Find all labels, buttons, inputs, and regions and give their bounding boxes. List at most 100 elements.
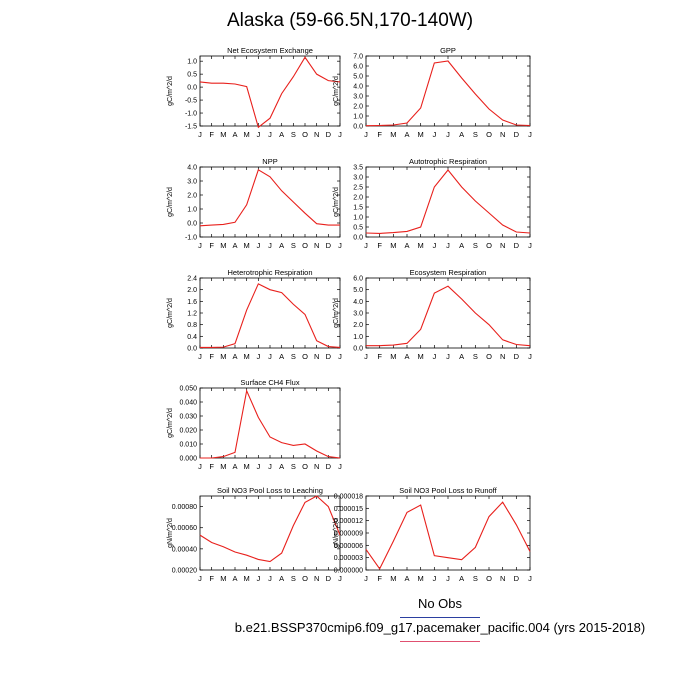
x-tick-label: S [291, 241, 296, 250]
x-tick-label: A [404, 352, 409, 361]
y-tick-label: 0.050 [179, 386, 197, 393]
y-tick-label: 0.000009 [334, 531, 363, 538]
y-tick-label: 0.8 [187, 322, 197, 329]
x-tick-label: J [446, 130, 450, 139]
x-tick-label: M [220, 574, 226, 583]
x-tick-label: A [279, 462, 284, 471]
x-tick-label: S [291, 462, 296, 471]
y-tick-label: 0.00040 [172, 546, 197, 553]
panel-title: Soil NO3 Pool Loss to Leaching [217, 486, 323, 495]
y-tick-label: 6.0 [353, 276, 363, 283]
x-tick-label: J [256, 462, 260, 471]
x-tick-label: M [390, 130, 396, 139]
panel-6: Ecosystem Respiration 0.0 1.0 2.0 3.0 4.0 5.0 6… [333, 268, 532, 361]
x-tick-label: J [338, 130, 342, 139]
series-line [200, 388, 341, 459]
x-tick-label: N [500, 241, 505, 250]
x-tick-label: J [198, 130, 202, 139]
series-line [365, 60, 531, 127]
y-axis-label: gC/m^2/d [167, 298, 174, 328]
x-tick-label: J [446, 574, 450, 583]
x-tick-label: M [418, 574, 424, 583]
x-tick-label: J [528, 130, 532, 139]
plot-frame [199, 55, 341, 127]
y-tick-label: 3.0 [353, 311, 363, 318]
x-tick-label: J [446, 352, 450, 361]
x-tick-label: J [268, 352, 272, 361]
y-tick-label: 0.00060 [172, 525, 197, 532]
y-tick-label: 3.5 [353, 165, 363, 172]
y-tick-label: 0.030 [179, 414, 197, 421]
x-tick-label: A [459, 130, 464, 139]
x-tick-label: M [220, 130, 226, 139]
x-tick-label: M [418, 352, 424, 361]
x-tick-label: M [390, 574, 396, 583]
x-tick-label: D [514, 241, 520, 250]
x-tick-label: F [209, 241, 214, 250]
y-tick-label: 1.0 [353, 215, 363, 222]
plot-frame [365, 55, 531, 127]
footer-underline [400, 641, 480, 642]
y-tick-label: 4.0 [187, 165, 197, 172]
x-tick-label: J [528, 574, 532, 583]
x-tick-label: S [291, 352, 296, 361]
x-tick-label: D [326, 352, 332, 361]
panel-title: GPP [440, 46, 456, 55]
y-tick-label: 0.0 [353, 235, 363, 242]
series-line [365, 501, 531, 570]
y-tick-label: 1.2 [187, 311, 197, 318]
x-tick-label: M [220, 352, 226, 361]
series-line [199, 56, 341, 129]
x-tick-label: A [459, 352, 464, 361]
x-tick-label: J [432, 352, 436, 361]
y-tick-label: 3.0 [353, 175, 363, 182]
x-tick-label: M [244, 574, 250, 583]
x-tick-label: J [364, 574, 368, 583]
x-tick-label: M [390, 352, 396, 361]
y-tick-label: 0.5 [187, 72, 197, 79]
x-tick-label: J [338, 241, 342, 250]
x-tick-label: M [220, 241, 226, 250]
y-tick-label: 1.6 [187, 299, 197, 306]
x-tick-label: M [244, 352, 250, 361]
y-tick-label: 0.000006 [334, 543, 363, 550]
panel-title: Ecosystem Respiration [410, 268, 487, 277]
y-tick-label: -1.0 [185, 111, 197, 118]
x-tick-label: J [198, 462, 202, 471]
y-tick-label: 2.0 [187, 193, 197, 200]
y-tick-label: 0.000012 [334, 518, 363, 525]
x-tick-label: A [404, 574, 409, 583]
x-tick-label: F [377, 352, 382, 361]
panel-9: Soil NO3 Pool Loss to Runoff 0.000000 0.00… [333, 486, 532, 583]
x-tick-label: A [279, 352, 284, 361]
x-tick-label: S [473, 130, 478, 139]
y-tick-label: 0.000018 [334, 494, 363, 501]
y-tick-label: 0.040 [179, 400, 197, 407]
panel-title: Soil NO3 Pool Loss to Runoff [399, 486, 497, 495]
series-line [200, 283, 341, 348]
x-tick-label: M [390, 241, 396, 250]
panel-1: Net Ecosystem Exchange -1.5 -1.0 -0.5 0.0 0.5… [167, 46, 342, 139]
y-tick-label: 0.4 [187, 334, 197, 341]
no-obs-label: No Obs [417, 596, 463, 611]
x-tick-label: A [279, 574, 284, 583]
x-tick-label: N [314, 352, 319, 361]
x-tick-label: N [500, 574, 505, 583]
x-tick-label: J [338, 574, 342, 583]
x-tick-label: D [326, 574, 332, 583]
x-tick-label: J [432, 241, 436, 250]
x-tick-label: J [198, 352, 202, 361]
x-tick-label: A [232, 241, 237, 250]
x-tick-label: S [473, 241, 478, 250]
x-tick-label: M [244, 241, 250, 250]
panel-7: Surface CH4 Flux 0.000 0.010 0.020 0.030 0.04… [167, 378, 342, 471]
panel-title: Autotrophic Respiration [409, 157, 487, 166]
series-line [365, 169, 531, 234]
x-tick-label: J [268, 462, 272, 471]
x-tick-label: J [268, 241, 272, 250]
x-tick-label: N [500, 352, 505, 361]
case-footer: b.e21.BSSP370cmip6.f09_g17.pacemaker_pac… [234, 620, 646, 635]
x-tick-label: N [314, 130, 319, 139]
y-tick-label: 1.5 [353, 205, 363, 212]
x-tick-label: A [279, 241, 284, 250]
